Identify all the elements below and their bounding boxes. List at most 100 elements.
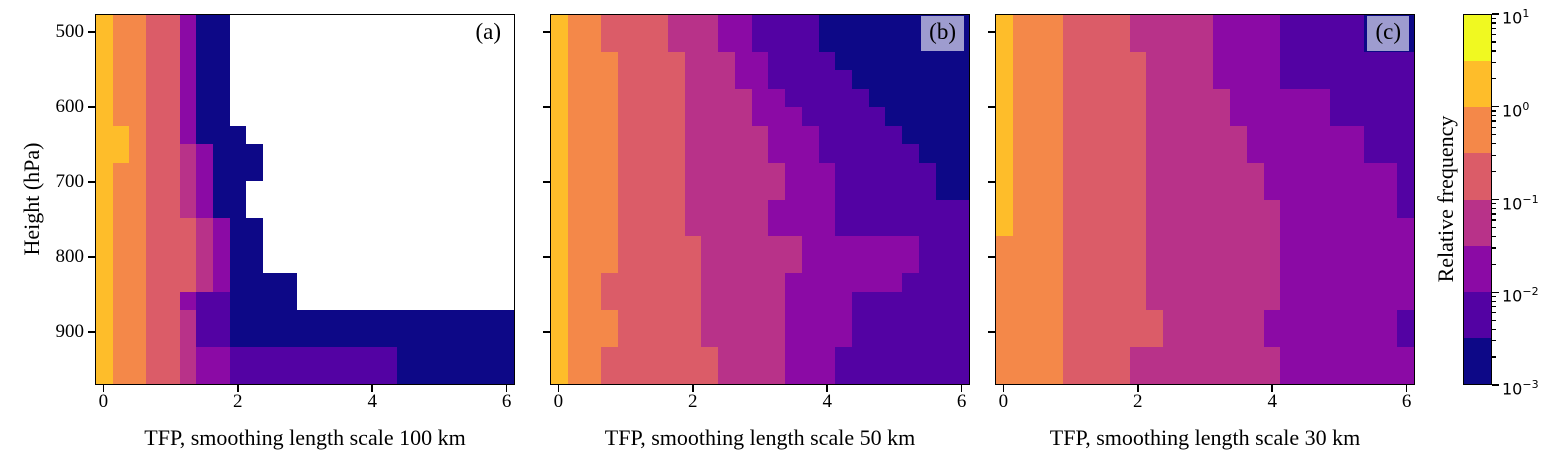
heatmap-cell — [330, 181, 347, 200]
heatmap-cell — [1380, 310, 1398, 329]
heatmap-cell — [1213, 70, 1231, 89]
heatmap-cell — [902, 217, 919, 237]
heatmap-cell — [734, 88, 752, 108]
heatmap-cell — [162, 236, 180, 255]
heatmap-cell — [1046, 273, 1063, 292]
heatmap-cell — [785, 365, 802, 384]
heatmap-cell — [785, 217, 802, 237]
heatmap-cell — [413, 347, 431, 366]
heatmap-cell — [701, 254, 719, 274]
heatmap-cell — [463, 70, 481, 89]
heatmap-cell — [413, 144, 431, 163]
heatmap-cell — [1330, 162, 1348, 182]
heatmap-cell — [801, 70, 819, 89]
heatmap-cell — [668, 236, 685, 255]
heatmap-cell — [734, 125, 752, 145]
heatmap-cell — [785, 15, 802, 34]
heatmap-cell — [1062, 144, 1080, 163]
heatmap-cell — [801, 236, 819, 255]
heatmap-cell — [751, 88, 769, 108]
heatmap-cell — [1330, 199, 1348, 218]
heatmap-cell — [996, 88, 1013, 108]
heatmap-cell — [179, 33, 197, 52]
heatmap-cell — [801, 347, 819, 366]
colorbar-minor-tick — [1492, 61, 1496, 64]
heatmap-cell — [584, 125, 602, 145]
heatmap-cell — [1363, 199, 1381, 218]
heatmap-cell — [684, 199, 702, 218]
heatmap-cell — [296, 144, 314, 163]
heatmap-cell — [818, 291, 836, 311]
heatmap-cell — [1380, 181, 1398, 200]
heatmap-cell — [313, 144, 331, 163]
heatmap-cell — [1179, 236, 1197, 255]
colorbar-band — [1464, 291, 1491, 338]
heatmap-cell — [885, 199, 903, 218]
heatmap-cell — [162, 217, 180, 237]
heatmap-cell — [363, 33, 381, 52]
heatmap-cell — [1313, 33, 1331, 52]
heatmap-cell — [935, 365, 953, 384]
heatmap-cell — [935, 236, 953, 255]
heatmap-cell — [1230, 310, 1247, 329]
y-tick-mark — [988, 106, 995, 108]
heatmap-cell — [363, 199, 381, 218]
heatmap-cell — [935, 254, 953, 274]
heatmap-cell — [684, 273, 702, 292]
heatmap-cell — [996, 162, 1013, 182]
heatmap-cell — [463, 273, 481, 292]
heatmap-cell — [768, 310, 786, 329]
heatmap-cell — [718, 291, 735, 311]
heatmap-cell — [480, 144, 498, 163]
heatmap-cell — [463, 291, 481, 311]
heatmap-cell — [463, 347, 481, 366]
heatmap-cell — [1146, 51, 1164, 71]
heatmap-cell — [701, 162, 719, 182]
heatmap-cell — [380, 33, 397, 52]
heatmap-cell — [1330, 217, 1348, 237]
heatmap-cell — [1296, 291, 1314, 311]
heatmap-cell — [1163, 15, 1180, 34]
heatmap-cell — [751, 107, 769, 126]
heatmap-cell — [263, 70, 280, 89]
heatmap-cell — [1062, 217, 1080, 237]
heatmap-cell — [1246, 236, 1264, 255]
heatmap-cell — [1079, 291, 1097, 311]
heatmap-cell — [1230, 273, 1247, 292]
heatmap-cell — [497, 199, 514, 218]
y-tick-mark — [88, 256, 95, 258]
heatmap-cell — [413, 310, 431, 329]
heatmap-cell — [330, 125, 347, 145]
heatmap-cell — [1330, 254, 1348, 274]
y-tick-mark — [988, 256, 995, 258]
heatmap-cell — [601, 125, 618, 145]
heatmap-cell — [634, 199, 652, 218]
heatmap-cell — [1380, 107, 1398, 126]
heatmap-cell — [718, 162, 735, 182]
heatmap-cell — [146, 181, 163, 200]
heatmap-cell — [617, 217, 635, 237]
heatmap-cell — [1163, 162, 1180, 182]
heatmap-cell — [601, 199, 618, 218]
heatmap-cell — [1029, 347, 1047, 366]
heatmap-cell — [129, 310, 147, 329]
heatmap-cell — [768, 125, 786, 145]
heatmap-cell — [768, 365, 786, 384]
heatmap-cell — [263, 107, 280, 126]
heatmap-cell — [330, 15, 347, 34]
heatmap-cell — [918, 199, 936, 218]
heatmap-cell — [1113, 328, 1130, 348]
heatmap-cell — [296, 181, 314, 200]
heatmap-cell — [1096, 310, 1114, 329]
heatmap-cell — [179, 291, 197, 311]
heatmap-cell — [1330, 33, 1348, 52]
heatmap-cell — [1129, 125, 1147, 145]
heatmap-cell — [296, 15, 314, 34]
heatmap-cell — [617, 199, 635, 218]
heatmap-cell — [835, 236, 852, 255]
heatmap-cell — [1347, 310, 1364, 329]
heatmap-cell — [396, 236, 414, 255]
heatmap-cell — [1129, 33, 1147, 52]
heatmap-cell — [617, 181, 635, 200]
heatmap-cell — [1163, 328, 1180, 348]
